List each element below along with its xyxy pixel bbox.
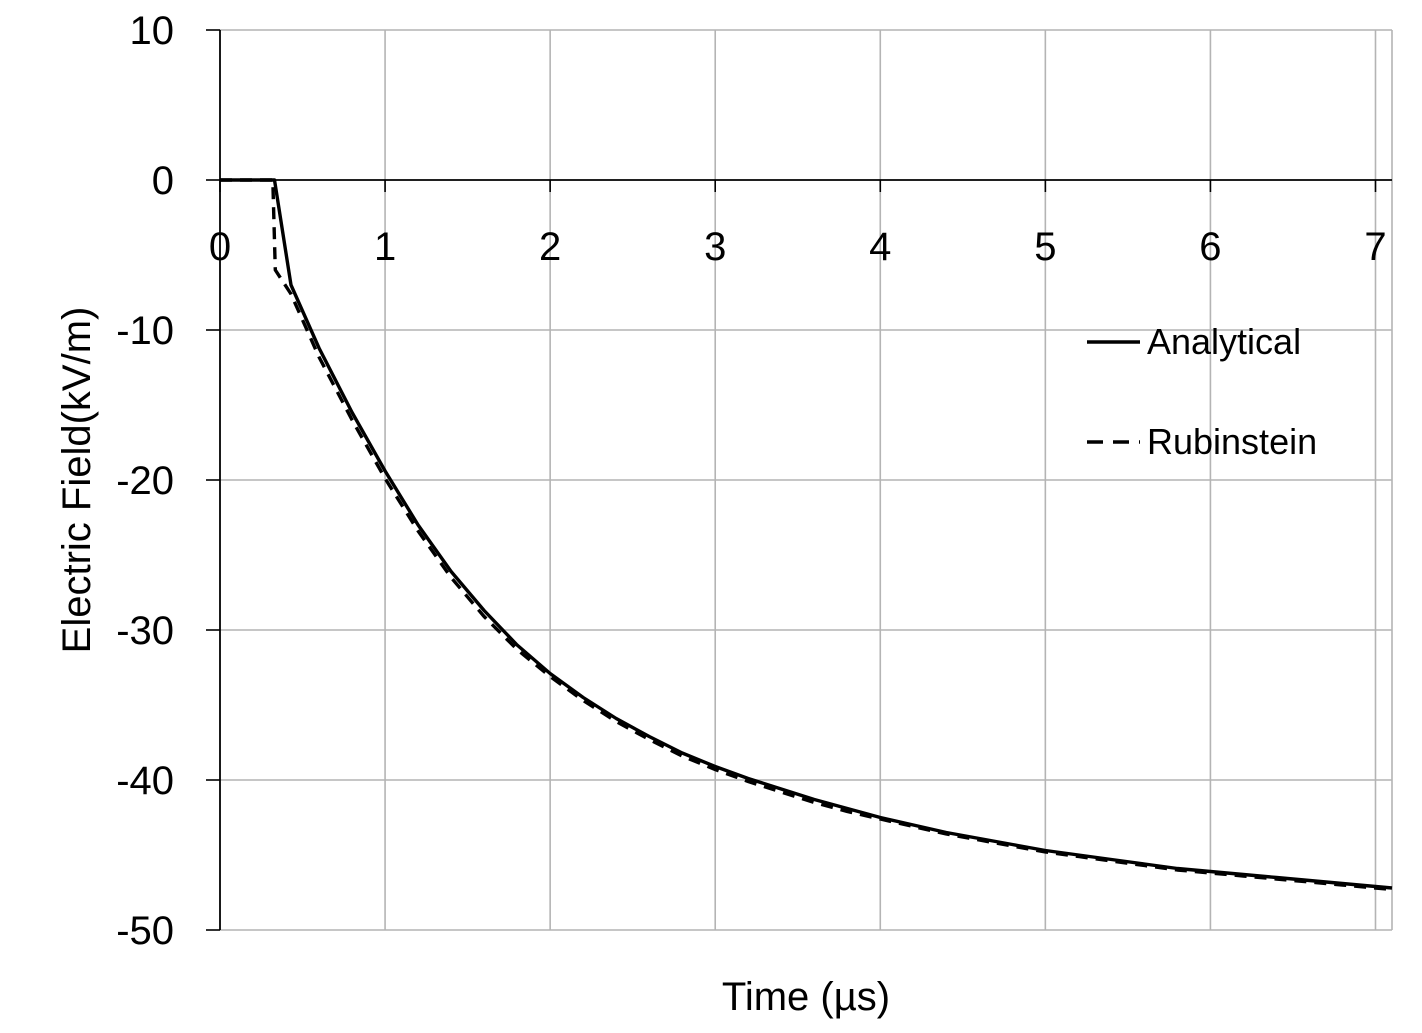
legend: Analytical Rubinstein xyxy=(1087,321,1317,462)
x-axis-title: Time (µs) xyxy=(722,975,890,1019)
horizontal-gridlines xyxy=(220,29,1392,931)
y-axis-title: Electric Field(kV/m) xyxy=(55,307,99,654)
y-tick-label: 10 xyxy=(130,9,175,53)
x-tick-label: 0 xyxy=(209,225,231,269)
y-tick-label: -40 xyxy=(116,759,174,803)
x-tick-label: 3 xyxy=(704,225,726,269)
x-tick-label: 4 xyxy=(869,225,891,269)
series-line-rubinstein xyxy=(220,178,1393,892)
x-tick-label: 2 xyxy=(539,225,561,269)
x-tick-label: 6 xyxy=(1199,225,1221,269)
series-lines xyxy=(220,178,1393,892)
y-tick-label: 0 xyxy=(152,159,174,203)
x-tick-label: 5 xyxy=(1034,225,1056,269)
y-tick-label: -10 xyxy=(116,309,174,353)
series-line-analytical xyxy=(220,178,1393,890)
y-tick-labels: 10 0 -10 -20 -30 -40 -50 xyxy=(116,9,174,953)
y-tick-label: -30 xyxy=(116,609,174,653)
x-tick-labels: 0 1 2 3 4 5 6 7 xyxy=(209,225,1387,269)
x-tick-label: 7 xyxy=(1364,225,1386,269)
x-tick-label: 1 xyxy=(374,225,396,269)
y-tick-label: -50 xyxy=(116,909,174,953)
legend-label-analytical: Analytical xyxy=(1147,321,1301,362)
y-tick-label: -20 xyxy=(116,459,174,503)
legend-label-rubinstein: Rubinstein xyxy=(1147,421,1317,462)
